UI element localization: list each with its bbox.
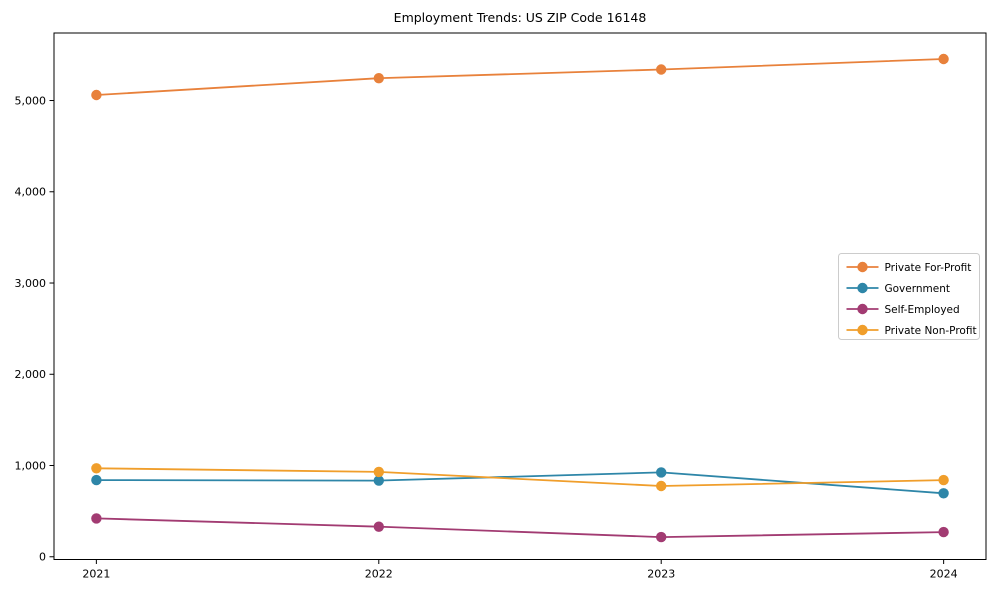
- data-point-self-employed-2022: [373, 521, 384, 532]
- chart-title: Employment Trends: US ZIP Code 16148: [393, 10, 647, 25]
- data-point-private-for-profit-2023: [656, 64, 667, 75]
- data-point-self-employed-2023: [656, 531, 667, 543]
- data-point-self-employed-2021: [91, 513, 102, 524]
- plot-border: [53, 32, 987, 560]
- x-tick-label: 2021: [82, 568, 110, 581]
- series-line-private-for-profit: [95, 58, 945, 96]
- legend-marker-private-non-profit: [857, 324, 868, 336]
- legend-marker-self-employed: [857, 303, 868, 315]
- data-point-private-non-profit-2022: [373, 466, 384, 478]
- y-tick-label: 2,000: [15, 368, 47, 381]
- y-tick-label: 4,000: [15, 186, 47, 199]
- legend-box: [838, 253, 980, 340]
- data-point-private-non-profit-2021: [91, 463, 102, 474]
- data-point-private-non-profit-2023: [656, 480, 667, 492]
- y-tick-label: 3,000: [15, 277, 47, 290]
- series-line-private-non-profit: [95, 467, 945, 487]
- data-point-private-non-profit-2024: [938, 474, 949, 486]
- x-tick-label: 2022: [365, 568, 393, 581]
- data-point-government-2021: [91, 474, 102, 486]
- data-point-government-2022: [373, 475, 384, 486]
- y-tick-label: 0: [39, 551, 46, 564]
- data-point-private-for-profit-2022: [373, 73, 384, 84]
- x-tick-label: 2023: [647, 568, 675, 581]
- legend-label-private-for-profit: Private For-Profit: [885, 262, 972, 274]
- data-point-government-2023: [656, 467, 667, 478]
- data-point-private-for-profit-2024: [938, 53, 949, 65]
- legend-marker-private-for-profit: [857, 261, 868, 273]
- legend-label-government: Government: [885, 283, 950, 295]
- y-tick-label: 5,000: [15, 94, 47, 107]
- data-point-private-for-profit-2021: [91, 89, 102, 101]
- legend-label-self-employed: Self-Employed: [885, 304, 960, 316]
- legend-marker-government: [857, 282, 868, 294]
- series-line-self-employed: [95, 517, 945, 538]
- data-point-government-2024: [938, 488, 949, 499]
- legend-label-private-non-profit: Private Non-Profit: [885, 325, 977, 337]
- data-point-self-employed-2024: [938, 526, 949, 538]
- y-tick-label: 1,000: [15, 459, 47, 472]
- x-tick-label: 2024: [930, 568, 958, 581]
